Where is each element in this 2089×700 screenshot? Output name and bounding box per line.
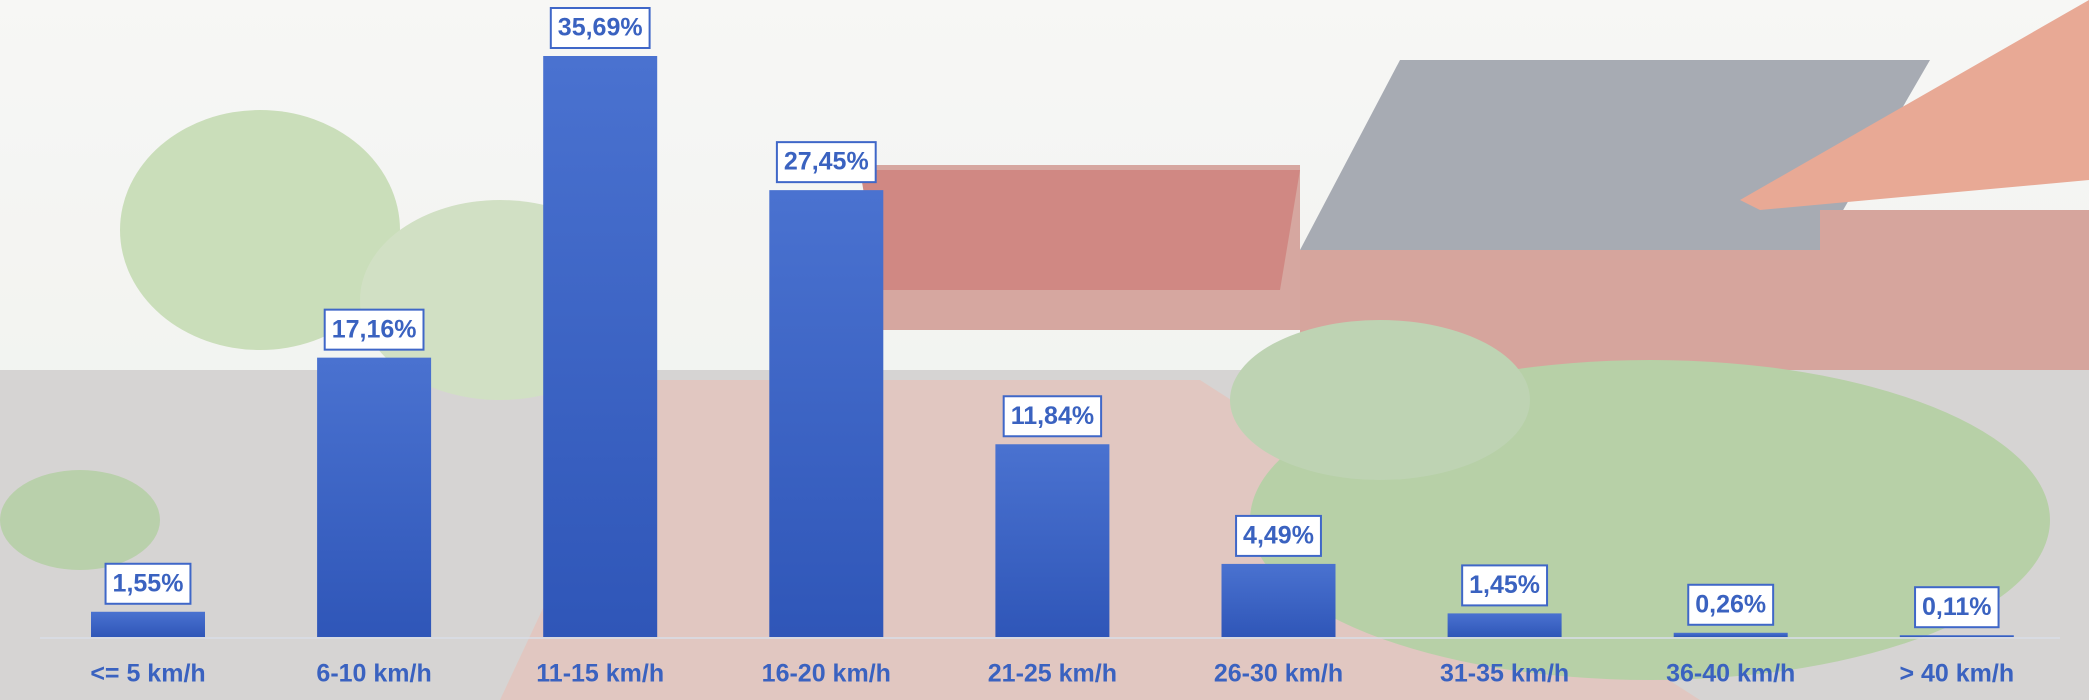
value-label: 0,11% bbox=[1922, 593, 1992, 621]
x-tick-label: > 40 km/h bbox=[1899, 660, 2014, 688]
bar bbox=[995, 444, 1109, 637]
bar bbox=[1222, 564, 1336, 637]
value-label: 4,49% bbox=[1243, 522, 1314, 550]
value-label: 11,84% bbox=[1011, 402, 1094, 430]
value-label: 0,26% bbox=[1695, 590, 1766, 618]
bar bbox=[1900, 635, 2014, 637]
x-tick-label: <= 5 km/h bbox=[90, 660, 205, 688]
value-label: 17,16% bbox=[332, 315, 417, 343]
value-label: 35,69% bbox=[558, 14, 643, 42]
x-tick-label: 31-35 km/h bbox=[1440, 660, 1569, 688]
x-tick-label: 11-15 km/h bbox=[536, 660, 664, 688]
x-tick-label: 26-30 km/h bbox=[1214, 660, 1343, 688]
x-tick-label: 6-10 km/h bbox=[316, 660, 431, 688]
x-tick-label: 16-20 km/h bbox=[762, 660, 891, 688]
bar bbox=[317, 358, 431, 637]
bar bbox=[769, 190, 883, 637]
bar bbox=[1448, 613, 1562, 637]
value-label: 1,55% bbox=[113, 569, 184, 597]
value-label: 27,45% bbox=[784, 148, 869, 176]
chart: 1,55% <= 5 km/h 17,16% 6-10 km/h 35,69% 11-15… bbox=[0, 0, 2089, 700]
bar bbox=[543, 56, 657, 637]
x-tick-label: 21-25 km/h bbox=[988, 660, 1117, 688]
bar bbox=[1674, 633, 1788, 637]
bar bbox=[91, 612, 205, 637]
x-tick-label: 36-40 km/h bbox=[1666, 660, 1795, 688]
value-label: 1,45% bbox=[1469, 571, 1540, 599]
